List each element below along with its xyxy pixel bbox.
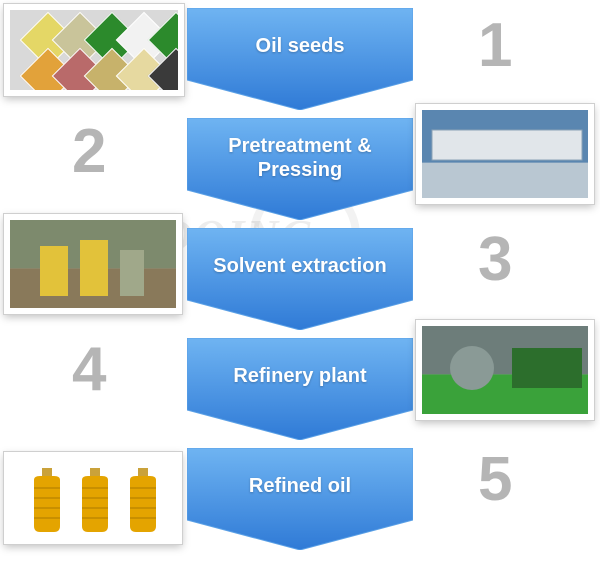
- step-2-label: Pretreatment & Pressing: [187, 134, 413, 182]
- step-4-label: Refinery plant: [187, 364, 413, 388]
- chevron-step-3: Solvent extraction: [187, 228, 413, 330]
- step-1-photo: [4, 4, 184, 96]
- step-1-number: 1: [478, 10, 512, 81]
- step-4-photo: [416, 320, 594, 420]
- step-5-label: Refined oil: [187, 474, 413, 498]
- step-3-number: 3: [478, 224, 512, 295]
- step-5-photo: [4, 452, 182, 544]
- chevron-step-1: Oil seeds: [187, 8, 413, 110]
- step-2-photo: [416, 104, 594, 204]
- chevron-step-2: Pretreatment & Pressing: [187, 118, 413, 220]
- step-1-label: Oil seeds: [187, 34, 413, 58]
- step-3-label: Solvent extraction: [187, 254, 413, 278]
- chevron-step-4: Refinery plant: [187, 338, 413, 440]
- step-5-number: 5: [478, 444, 512, 515]
- seeds-grid: [16, 16, 184, 96]
- step-3-photo: [4, 214, 182, 314]
- chevron-step-5: Refined oil: [187, 448, 413, 550]
- step-2-number: 2: [72, 116, 106, 187]
- step-4-number: 4: [72, 334, 106, 405]
- diagram-canvas: DOING Oil seeds 1: [0, 0, 600, 569]
